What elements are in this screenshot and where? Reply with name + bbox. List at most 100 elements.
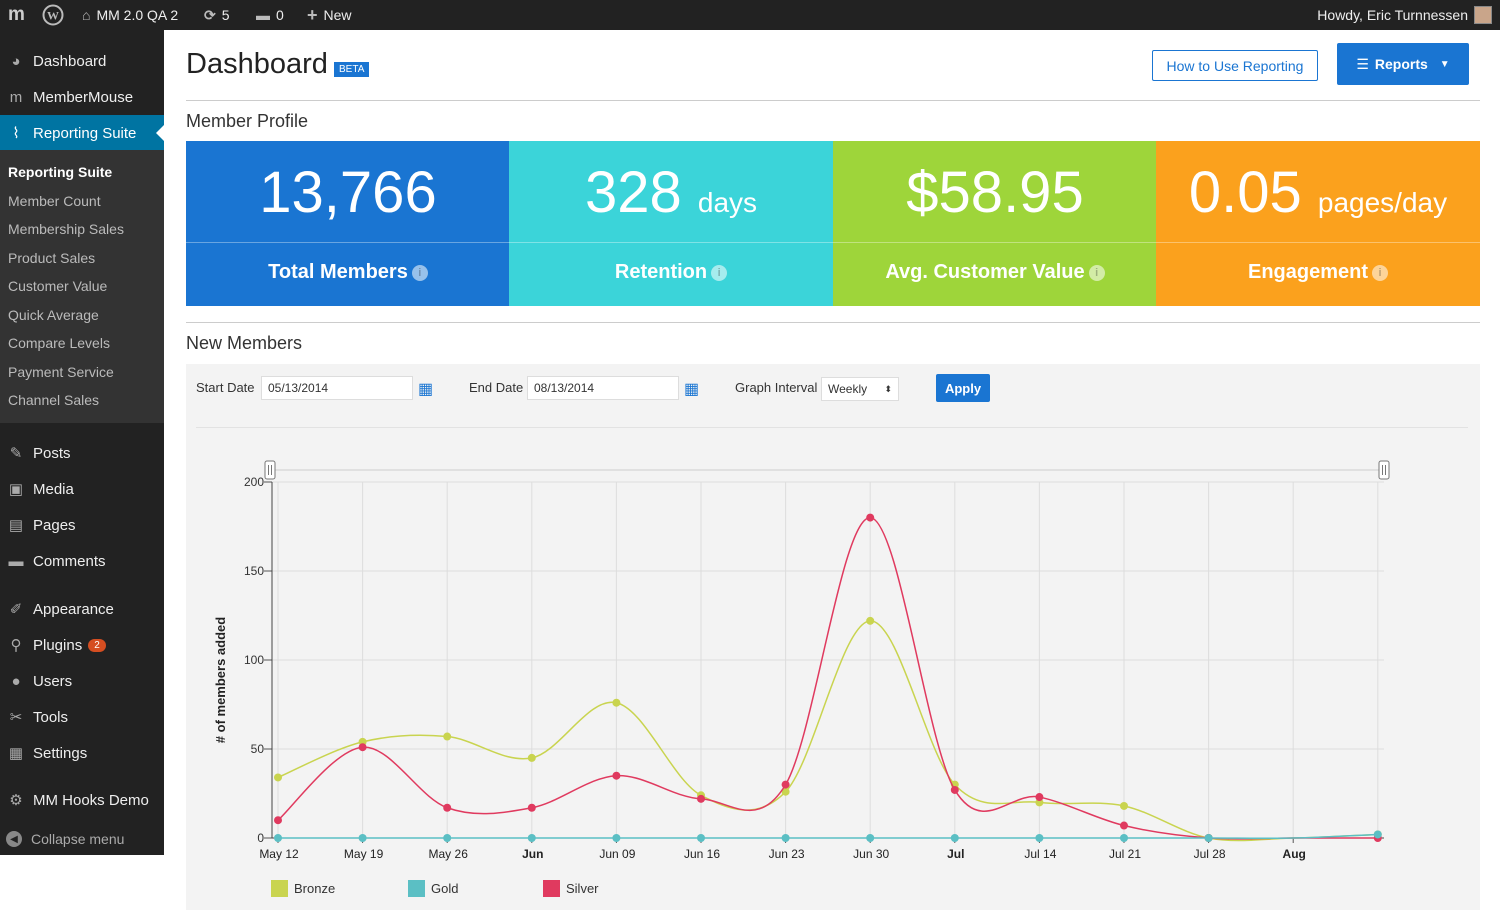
stat-label: Total Members i xyxy=(186,261,510,284)
sidebar-item-reporting-suite[interactable]: ⌇ Reporting Suite xyxy=(0,115,164,151)
data-point-gold xyxy=(866,834,875,842)
range-handle[interactable] xyxy=(264,460,276,480)
sidebar-item-appearance[interactable]: ✐ Appearance xyxy=(0,591,164,627)
submenu-item-quick-average[interactable]: Quick Average xyxy=(8,306,99,323)
sidebar-item-membermouse[interactable]: m MemberMouse xyxy=(0,79,164,115)
stat-card-avg-customer-value: $58.95 Avg. Customer Value i xyxy=(833,141,1157,306)
x-tick-label: Jun xyxy=(522,847,543,861)
site-link[interactable]: ⌂ MM 2.0 QA 2 xyxy=(82,0,178,30)
sidebar-item-mm-hooks-demo[interactable]: ⚙ MM Hooks Demo xyxy=(0,782,164,818)
comment-icon: ▬ xyxy=(256,7,270,23)
admin-bar: m W ⌂ MM 2.0 QA 2 ⟳ 5 ▬ 0 + New Howdy, E… xyxy=(0,0,1500,30)
main-content: Dashboard BETA How to Use Reporting ☰ Re… xyxy=(186,30,1480,910)
media-icon: ▣ xyxy=(8,481,24,498)
how-to-use-reporting-button[interactable]: How to Use Reporting xyxy=(1152,50,1318,81)
membermouse-logo-icon[interactable]: m xyxy=(8,4,25,25)
divider xyxy=(1156,242,1480,243)
data-point-bronze xyxy=(781,787,790,796)
y-tick-label: 100 xyxy=(244,653,264,667)
reports-button[interactable]: ☰ Reports ▼ xyxy=(1337,43,1469,85)
collapse-menu-button[interactable]: ◀ Collapse menu xyxy=(0,825,164,853)
y-tick-label: 150 xyxy=(244,564,264,578)
calendar-icon[interactable]: ▦ xyxy=(418,381,434,398)
sidebar-item-label: MM Hooks Demo xyxy=(33,791,149,809)
sidebar-item-label: Appearance xyxy=(33,600,114,618)
submenu-item-product-sales[interactable]: Product Sales xyxy=(8,249,96,266)
list-icon: ☰ xyxy=(1356,55,1369,72)
divider xyxy=(186,100,1480,101)
wrench-icon: ✂ xyxy=(9,709,23,726)
end-date-input[interactable]: 08/13/2014 xyxy=(527,376,679,400)
sidebar-item-comments[interactable]: ▬ Comments xyxy=(0,543,164,579)
site-name: MM 2.0 QA 2 xyxy=(96,7,179,23)
info-icon[interactable]: i xyxy=(411,264,428,281)
graph-interval-select[interactable]: Weekly ⬍ xyxy=(821,377,899,401)
calendar-icon[interactable]: ▦ xyxy=(684,381,700,398)
sidebar-item-label: Plugins xyxy=(33,636,83,654)
sidebar-item-users[interactable]: ● Users xyxy=(0,663,164,699)
data-point-gold xyxy=(1035,834,1044,842)
account-menu[interactable]: Howdy, Eric Turnnessen xyxy=(1317,0,1492,30)
info-icon[interactable]: i xyxy=(1088,264,1105,281)
data-point-silver xyxy=(358,743,367,752)
sidebar-item-settings[interactable]: ▦ Settings xyxy=(0,735,164,771)
stat-label: Retention i xyxy=(509,261,833,284)
data-point-gold xyxy=(1373,830,1382,839)
start-date-input[interactable]: 05/13/2014 xyxy=(261,376,413,400)
data-point-gold xyxy=(781,834,790,842)
x-tick-label: Jul 28 xyxy=(1194,847,1226,861)
settings-icon: ▦ xyxy=(8,745,24,762)
updates-link[interactable]: ⟳ 5 xyxy=(204,6,230,24)
legend-item-bronze[interactable]: Bronze xyxy=(271,880,335,897)
data-point-gold xyxy=(274,834,282,842)
data-point-gold xyxy=(1204,834,1213,842)
submenu-item-member-count[interactable]: Member Count xyxy=(8,192,101,209)
apply-button[interactable]: Apply xyxy=(936,374,990,402)
stat-value: 13,766 xyxy=(259,160,437,225)
data-point-silver xyxy=(781,780,790,789)
data-point-silver xyxy=(443,803,452,812)
collapse-icon: ◀ xyxy=(6,831,22,847)
x-tick-label: Jun 09 xyxy=(599,847,635,861)
legend-swatch xyxy=(543,880,560,897)
info-icon[interactable]: i xyxy=(1372,264,1389,281)
submenu-item-customer-value[interactable]: Customer Value xyxy=(8,278,108,294)
data-point-gold xyxy=(612,834,621,842)
data-point-silver xyxy=(1035,793,1044,802)
pages-icon: ▤ xyxy=(8,517,24,534)
info-icon[interactable]: i xyxy=(711,264,728,281)
y-tick-label: 200 xyxy=(244,475,264,489)
legend-item-silver[interactable]: Silver xyxy=(543,880,599,897)
update-count-badge: 2 xyxy=(88,638,106,652)
stat-card-total-members: 13,766 Total Members i xyxy=(186,141,510,306)
stat-card-engagement: 0.05 pages/day Engagement i xyxy=(1156,141,1480,306)
wordpress-icon[interactable]: W xyxy=(42,0,64,30)
submenu-item-payment-service[interactable]: Payment Service xyxy=(8,363,114,380)
new-content-link[interactable]: + New xyxy=(307,4,352,25)
y-tick-label: 0 xyxy=(257,831,264,845)
submenu-item-reporting-suite[interactable]: Reporting Suite xyxy=(8,164,113,180)
submenu-item-compare-levels[interactable]: Compare Levels xyxy=(8,335,110,351)
range-handle[interactable] xyxy=(1378,460,1390,480)
sidebar-item-label: Tools xyxy=(33,708,69,726)
sidebar-item-pages[interactable]: ▤ Pages xyxy=(0,507,164,543)
sidebar-item-plugins[interactable]: ⚲ Plugins 2 xyxy=(0,627,164,663)
data-point-gold xyxy=(1120,834,1128,842)
sidebar-item-tools[interactable]: ✂ Tools xyxy=(0,699,164,735)
new-members-heading: New Members xyxy=(186,333,303,353)
beta-badge: BETA xyxy=(334,62,370,77)
plus-icon: + xyxy=(307,4,318,25)
submenu-item-membership-sales[interactable]: Membership Sales xyxy=(8,221,124,237)
data-point-gold xyxy=(697,834,705,842)
graph-interval-label: Graph Interval xyxy=(735,380,818,395)
sidebar-item-posts[interactable]: ✎ Posts xyxy=(0,435,164,471)
legend-item-gold[interactable]: Gold xyxy=(408,880,458,897)
data-point-gold xyxy=(443,834,452,842)
submenu-item-channel-sales[interactable]: Channel Sales xyxy=(8,392,100,408)
sidebar-item-dashboard[interactable]: ◕ Dashboard xyxy=(0,43,164,79)
sidebar-item-media[interactable]: ▣ Media xyxy=(0,471,164,507)
stat-label: Engagement i xyxy=(1156,261,1480,284)
divider xyxy=(509,242,833,243)
stat-unit: pages/day xyxy=(1317,187,1448,218)
comments-link[interactable]: ▬ 0 xyxy=(256,7,284,23)
